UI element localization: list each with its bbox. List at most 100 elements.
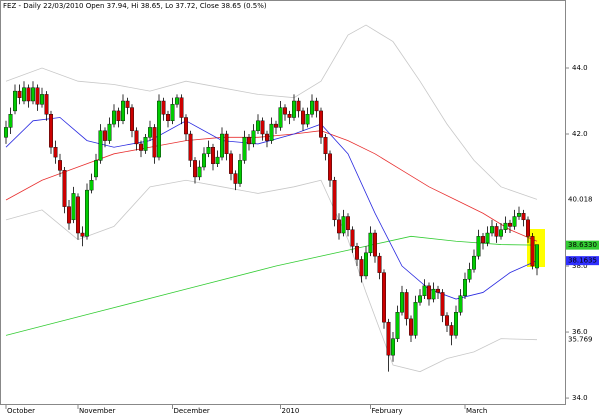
candle-body	[31, 87, 36, 102]
price-label: 35.769	[568, 336, 593, 344]
candle-body	[440, 292, 445, 316]
candle-body	[246, 137, 251, 145]
y-tick-label: 44.0	[572, 64, 588, 72]
candle-body	[418, 295, 423, 303]
candle-body	[228, 153, 233, 174]
candle-body	[98, 130, 103, 161]
candle-body	[377, 255, 382, 273]
candle-body	[147, 127, 152, 138]
candle-body	[66, 206, 71, 224]
candle-body	[503, 222, 508, 230]
candle-body	[8, 114, 13, 128]
candle-body	[283, 107, 288, 115]
candle-body	[219, 133, 224, 158]
candle-body	[156, 100, 161, 158]
price-label-box	[566, 256, 599, 266]
candle-body	[472, 255, 477, 270]
candle-body	[174, 97, 179, 105]
x-tick-label: March	[466, 407, 487, 415]
candle-body	[242, 137, 247, 161]
candle-body	[404, 292, 409, 320]
price-label: 38.1635	[568, 257, 597, 265]
candle-body	[521, 213, 526, 221]
x-tick-label: 2010	[282, 407, 300, 415]
candle-body	[436, 288, 441, 293]
candle-body	[481, 236, 486, 244]
candle-body	[296, 100, 301, 112]
candle-body	[224, 133, 229, 155]
candle-body	[445, 315, 450, 326]
candle-body	[237, 160, 242, 184]
candle-body	[201, 153, 206, 168]
candle-body	[508, 222, 513, 227]
candle-body	[26, 87, 31, 102]
candle-body	[143, 137, 148, 151]
x-tick-label: October	[7, 407, 35, 415]
candle-body	[535, 244, 540, 269]
candle-body	[413, 302, 418, 336]
candle-body	[134, 130, 139, 145]
y-tick-label: 42.0	[572, 130, 588, 138]
candle-body	[84, 189, 89, 237]
candle-body	[341, 216, 346, 234]
candle-body	[89, 180, 94, 191]
y-tick-label: 36.0	[572, 328, 588, 336]
candle-body	[323, 137, 328, 155]
candle-body	[454, 312, 459, 336]
candle-body	[3, 127, 8, 138]
candle-body	[206, 147, 211, 155]
candle-body	[287, 114, 292, 118]
candle-body	[138, 143, 143, 151]
candle-body	[494, 226, 499, 237]
candle-body	[260, 120, 265, 135]
candle-body	[499, 229, 504, 237]
candle-body	[12, 90, 17, 112]
candle-body	[517, 213, 522, 217]
candle-body	[80, 232, 85, 237]
candle-body	[328, 153, 333, 181]
candle-body	[395, 312, 400, 339]
candle-body	[310, 100, 315, 115]
candle-body	[355, 246, 360, 260]
candle-body	[120, 100, 125, 122]
chart-title: FEZ - Daily 22/03/2010 Open 37.94, Hi 38…	[3, 2, 267, 10]
candle-body	[463, 279, 468, 296]
candle-body	[269, 123, 274, 141]
indicator-line	[5, 24, 538, 200]
candle-body	[256, 120, 261, 131]
candle-body	[409, 318, 414, 336]
indicator-line	[5, 130, 538, 242]
candle-body	[449, 325, 454, 336]
candle-body	[301, 110, 306, 125]
candle-body	[188, 133, 193, 161]
candle-body	[346, 216, 351, 230]
candle-body	[40, 94, 45, 105]
candle-body	[233, 173, 238, 184]
candle-body	[422, 285, 427, 296]
x-tick-label: February	[372, 407, 403, 415]
candle-body	[111, 110, 116, 125]
y-tick-label: 34.0	[572, 394, 588, 402]
candle-body	[350, 229, 355, 247]
candle-body	[476, 236, 481, 257]
candle-body	[179, 97, 184, 118]
candle-body	[359, 259, 364, 277]
indicator-line	[5, 179, 538, 373]
candle-body	[458, 295, 463, 313]
x-tick-label: December	[174, 407, 210, 415]
candle-body	[319, 110, 324, 138]
candle-body	[129, 107, 134, 131]
candle-body	[215, 156, 220, 164]
candle-body	[75, 196, 80, 234]
candle-body	[35, 87, 40, 105]
candle-body	[373, 232, 378, 257]
plot-frame	[0, 0, 566, 405]
candle-body	[53, 147, 58, 158]
candle-body	[183, 117, 188, 135]
price-label-box	[566, 194, 599, 204]
candle-body	[265, 133, 270, 141]
y-tick-label: 38.0	[572, 262, 588, 270]
indicator-line	[5, 117, 538, 300]
candle-body	[314, 100, 319, 112]
